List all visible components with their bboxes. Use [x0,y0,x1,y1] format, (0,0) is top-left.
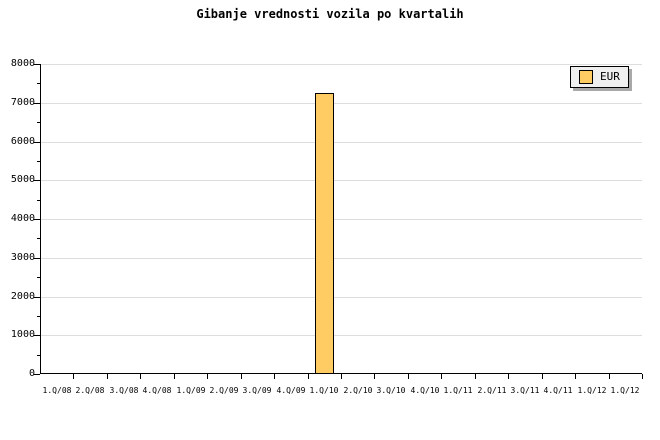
gridline [41,103,642,104]
x-axis-tick [441,374,442,379]
legend-label: EUR [600,70,620,83]
gridline [41,258,642,259]
y-axis-minor-tick [37,355,40,356]
y-axis-major-tick [34,335,40,336]
x-axis-tick [174,374,175,379]
y-axis-major-tick [34,258,40,259]
y-tick-label: 5000 [10,174,35,185]
x-axis-tick [241,374,242,379]
plot-area [40,64,642,374]
y-tick-label: 0 [28,368,35,379]
y-axis-minor-tick [37,238,40,239]
chart-title: Gibanje vrednosti vozila po kvartalih [196,7,464,21]
y-axis-major-tick [34,297,40,298]
y-axis-minor-tick [37,83,40,84]
y-axis-major-tick [34,219,40,220]
x-tick-label: 3.Q/10 [376,386,406,395]
gridline [41,64,642,65]
x-axis-tick [140,374,141,379]
x-tick-label: 1.Q/11 [443,386,473,395]
x-tick-label: 3.Q/11 [510,386,540,395]
x-tick-label: 2.Q/09 [209,386,239,395]
x-axis-tick [642,374,643,379]
y-axis-minor-tick [37,122,40,123]
y-tick-label: 7000 [10,97,35,108]
y-axis-major-tick [34,142,40,143]
x-axis-tick [107,374,108,379]
bar-1.Q/10 [315,93,334,374]
y-axis-minor-tick [37,316,40,317]
gridline [41,180,642,181]
x-axis-tick [374,374,375,379]
x-axis-tick [542,374,543,379]
y-axis-major-tick [34,64,40,65]
x-axis-tick [508,374,509,379]
gridline [41,219,642,220]
x-tick-label: 3.Q/08 [109,386,139,395]
x-axis-tick [609,374,610,379]
x-tick-label: 1.Q/12 [577,386,607,395]
legend-swatch-icon [579,70,593,84]
y-tick-label: 4000 [10,213,35,224]
y-axis-major-tick [34,180,40,181]
x-tick-label: 2.Q/10 [343,386,373,395]
y-tick-label: 2000 [10,291,35,302]
x-tick-label: 4.Q/10 [410,386,440,395]
x-axis-tick [341,374,342,379]
y-tick-label: 8000 [10,58,35,69]
x-tick-label: 3.Q/09 [242,386,272,395]
x-axis-tick [308,374,309,379]
y-tick-label: 1000 [10,329,35,340]
x-tick-label: 4.Q/09 [276,386,306,395]
x-axis-tick [408,374,409,379]
x-axis-tick [73,374,74,379]
y-axis-major-tick [34,103,40,104]
y-tick-label: 3000 [10,252,35,263]
y-axis-minor-tick [37,200,40,201]
x-tick-label: 1.Q/08 [42,386,72,395]
y-axis-minor-tick [37,161,40,162]
y-axis-minor-tick [37,277,40,278]
gridline [41,297,642,298]
y-axis-major-tick [34,374,40,375]
gridline [41,142,642,143]
x-tick-label: 4.Q/08 [142,386,172,395]
y-tick-label: 6000 [10,136,35,147]
x-axis-tick [207,374,208,379]
x-tick-label: 1.Q/09 [176,386,206,395]
x-axis-tick [274,374,275,379]
x-axis-tick [575,374,576,379]
x-tick-label: 4.Q/11 [543,386,573,395]
x-tick-label: 2.Q/08 [75,386,105,395]
legend: EUR [570,66,629,88]
x-tick-label: 1.Q/10 [309,386,339,395]
gridline [41,335,642,336]
x-axis-tick [475,374,476,379]
x-tick-label: 2.Q/11 [477,386,507,395]
x-tick-label: 1.Q/12 [610,386,640,395]
